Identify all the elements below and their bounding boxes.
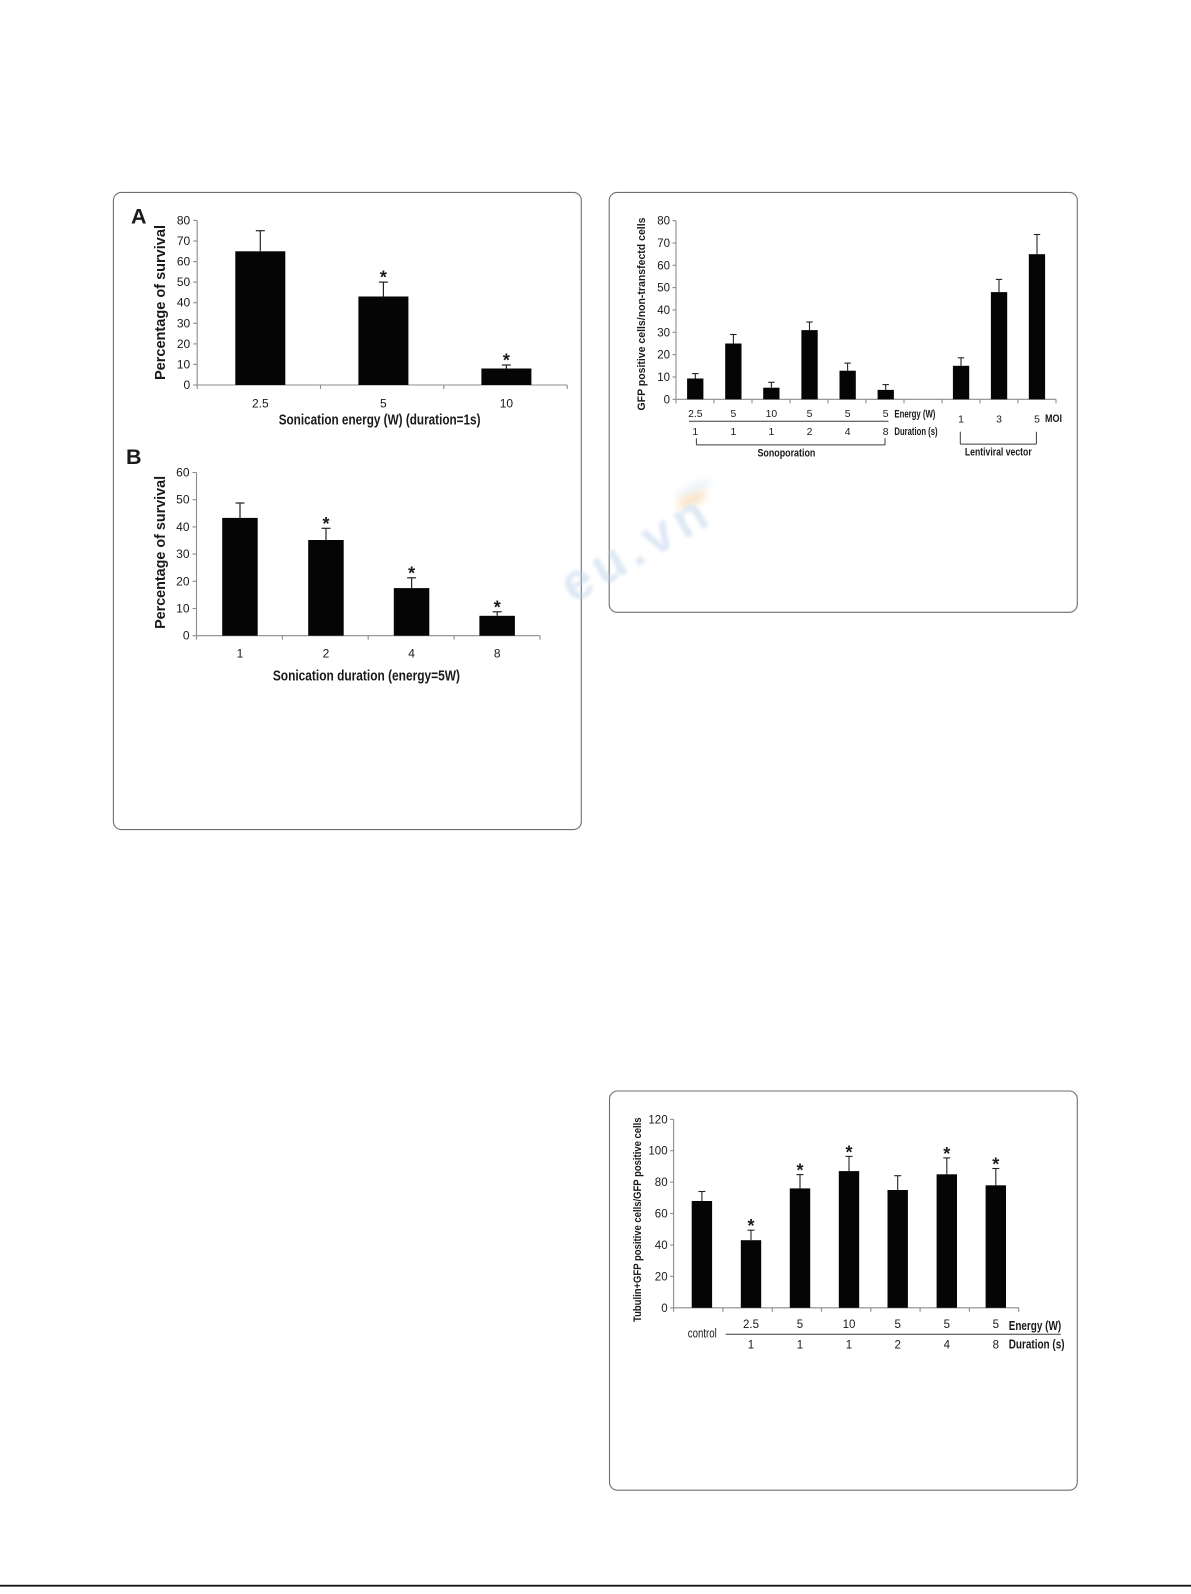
svg-text:4: 4 — [845, 427, 851, 438]
svg-text:20: 20 — [176, 574, 190, 588]
svg-text:80: 80 — [177, 213, 191, 227]
svg-text:Duration (s): Duration (s) — [894, 426, 937, 438]
svg-text:Sonication energy (W) (duratio: Sonication energy (W) (duration=1s) — [279, 411, 481, 428]
svg-text:5: 5 — [1034, 414, 1040, 425]
svg-text:20: 20 — [177, 337, 191, 351]
svg-text:*: * — [796, 1161, 803, 1181]
svg-text:5: 5 — [883, 409, 889, 420]
svg-text:1: 1 — [748, 1340, 754, 1352]
svg-text:4: 4 — [408, 647, 415, 661]
svg-text:Tubulin+GFP positive cells/GFP: Tubulin+GFP positive cells/GFP positive … — [632, 1117, 644, 1322]
svg-text:5: 5 — [807, 409, 813, 420]
svg-text:*: * — [747, 1216, 754, 1236]
svg-text:*: * — [503, 351, 510, 371]
svg-text:0: 0 — [664, 394, 670, 406]
svg-text:5: 5 — [894, 1319, 900, 1331]
svg-text:60: 60 — [655, 1209, 668, 1221]
svg-text:10: 10 — [500, 397, 514, 411]
svg-text:60: 60 — [657, 260, 670, 272]
svg-text:10: 10 — [766, 409, 778, 420]
svg-text:2: 2 — [894, 1340, 900, 1352]
svg-text:*: * — [494, 597, 501, 617]
svg-text:5: 5 — [731, 409, 737, 420]
svg-text:70: 70 — [657, 238, 670, 250]
svg-text:70: 70 — [177, 234, 191, 248]
svg-text:60: 60 — [176, 466, 190, 480]
svg-text:1: 1 — [237, 647, 244, 661]
svg-text:B: B — [126, 445, 142, 469]
svg-text:*: * — [845, 1142, 852, 1162]
svg-text:40: 40 — [176, 520, 190, 534]
svg-text:0: 0 — [184, 378, 191, 392]
svg-text:80: 80 — [655, 1177, 668, 1189]
svg-text:1: 1 — [958, 414, 964, 425]
svg-text:1: 1 — [797, 1340, 803, 1352]
svg-text:Percentage of survival: Percentage of survival — [152, 225, 169, 380]
svg-text:5: 5 — [380, 397, 387, 411]
svg-text:*: * — [408, 563, 415, 583]
svg-text:20: 20 — [657, 350, 670, 362]
svg-text:5: 5 — [845, 409, 851, 420]
svg-text:50: 50 — [177, 275, 191, 289]
svg-text:1: 1 — [692, 427, 698, 438]
svg-text:0: 0 — [661, 1303, 667, 1315]
svg-text:control: control — [688, 1325, 717, 1340]
svg-text:5: 5 — [993, 1319, 999, 1331]
svg-text:*: * — [322, 514, 329, 534]
svg-text:1: 1 — [769, 427, 775, 438]
svg-text:Energy (W): Energy (W) — [1009, 1318, 1061, 1333]
svg-text:2: 2 — [323, 647, 330, 661]
svg-text:3: 3 — [996, 414, 1002, 425]
svg-text:50: 50 — [176, 493, 190, 507]
svg-text:100: 100 — [648, 1146, 667, 1158]
svg-text:30: 30 — [657, 327, 670, 339]
svg-text:20: 20 — [655, 1271, 668, 1283]
svg-text:8: 8 — [883, 427, 889, 438]
svg-text:30: 30 — [176, 547, 190, 561]
svg-text:Sonication duration (energy=5W: Sonication duration (energy=5W) — [273, 668, 460, 685]
svg-text:Energy (W): Energy (W) — [894, 408, 935, 420]
svg-text:2.5: 2.5 — [743, 1319, 759, 1331]
svg-text:10: 10 — [843, 1319, 856, 1331]
svg-text:8: 8 — [993, 1340, 999, 1352]
svg-text:8: 8 — [494, 647, 501, 661]
svg-text:40: 40 — [655, 1240, 668, 1252]
svg-text:60: 60 — [177, 255, 191, 269]
svg-text:1: 1 — [846, 1340, 852, 1352]
svg-text:2.5: 2.5 — [252, 397, 269, 411]
svg-text:5: 5 — [944, 1319, 950, 1331]
svg-text:*: * — [992, 1155, 999, 1175]
svg-text:80: 80 — [657, 216, 670, 228]
svg-text:10: 10 — [176, 602, 190, 616]
svg-text:4: 4 — [944, 1340, 951, 1352]
svg-text:Percentage of survival: Percentage of survival — [152, 476, 169, 629]
svg-text:5: 5 — [797, 1319, 803, 1331]
svg-text:50: 50 — [657, 283, 670, 295]
svg-text:*: * — [943, 1144, 950, 1164]
svg-text:A: A — [131, 205, 147, 229]
svg-text:MOI: MOI — [1045, 413, 1062, 425]
svg-text:Duration (s): Duration (s) — [1009, 1337, 1065, 1352]
svg-text:*: * — [380, 268, 387, 288]
svg-text:0: 0 — [183, 629, 190, 643]
svg-text:10: 10 — [177, 357, 191, 371]
svg-text:2: 2 — [807, 427, 813, 438]
svg-text:Sonoporation: Sonoporation — [757, 448, 815, 460]
svg-text:Lentiviral vector: Lentiviral vector — [965, 447, 1032, 459]
svg-text:1: 1 — [731, 427, 737, 438]
svg-text:2.5: 2.5 — [688, 409, 703, 420]
svg-text:GFP positive cells/non-transfe: GFP positive cells/non-transfectd cells — [636, 218, 648, 411]
svg-text:120: 120 — [648, 1114, 667, 1126]
svg-text:10: 10 — [657, 372, 670, 384]
svg-text:40: 40 — [177, 296, 191, 310]
svg-text:30: 30 — [177, 316, 191, 330]
svg-text:40: 40 — [657, 305, 670, 317]
